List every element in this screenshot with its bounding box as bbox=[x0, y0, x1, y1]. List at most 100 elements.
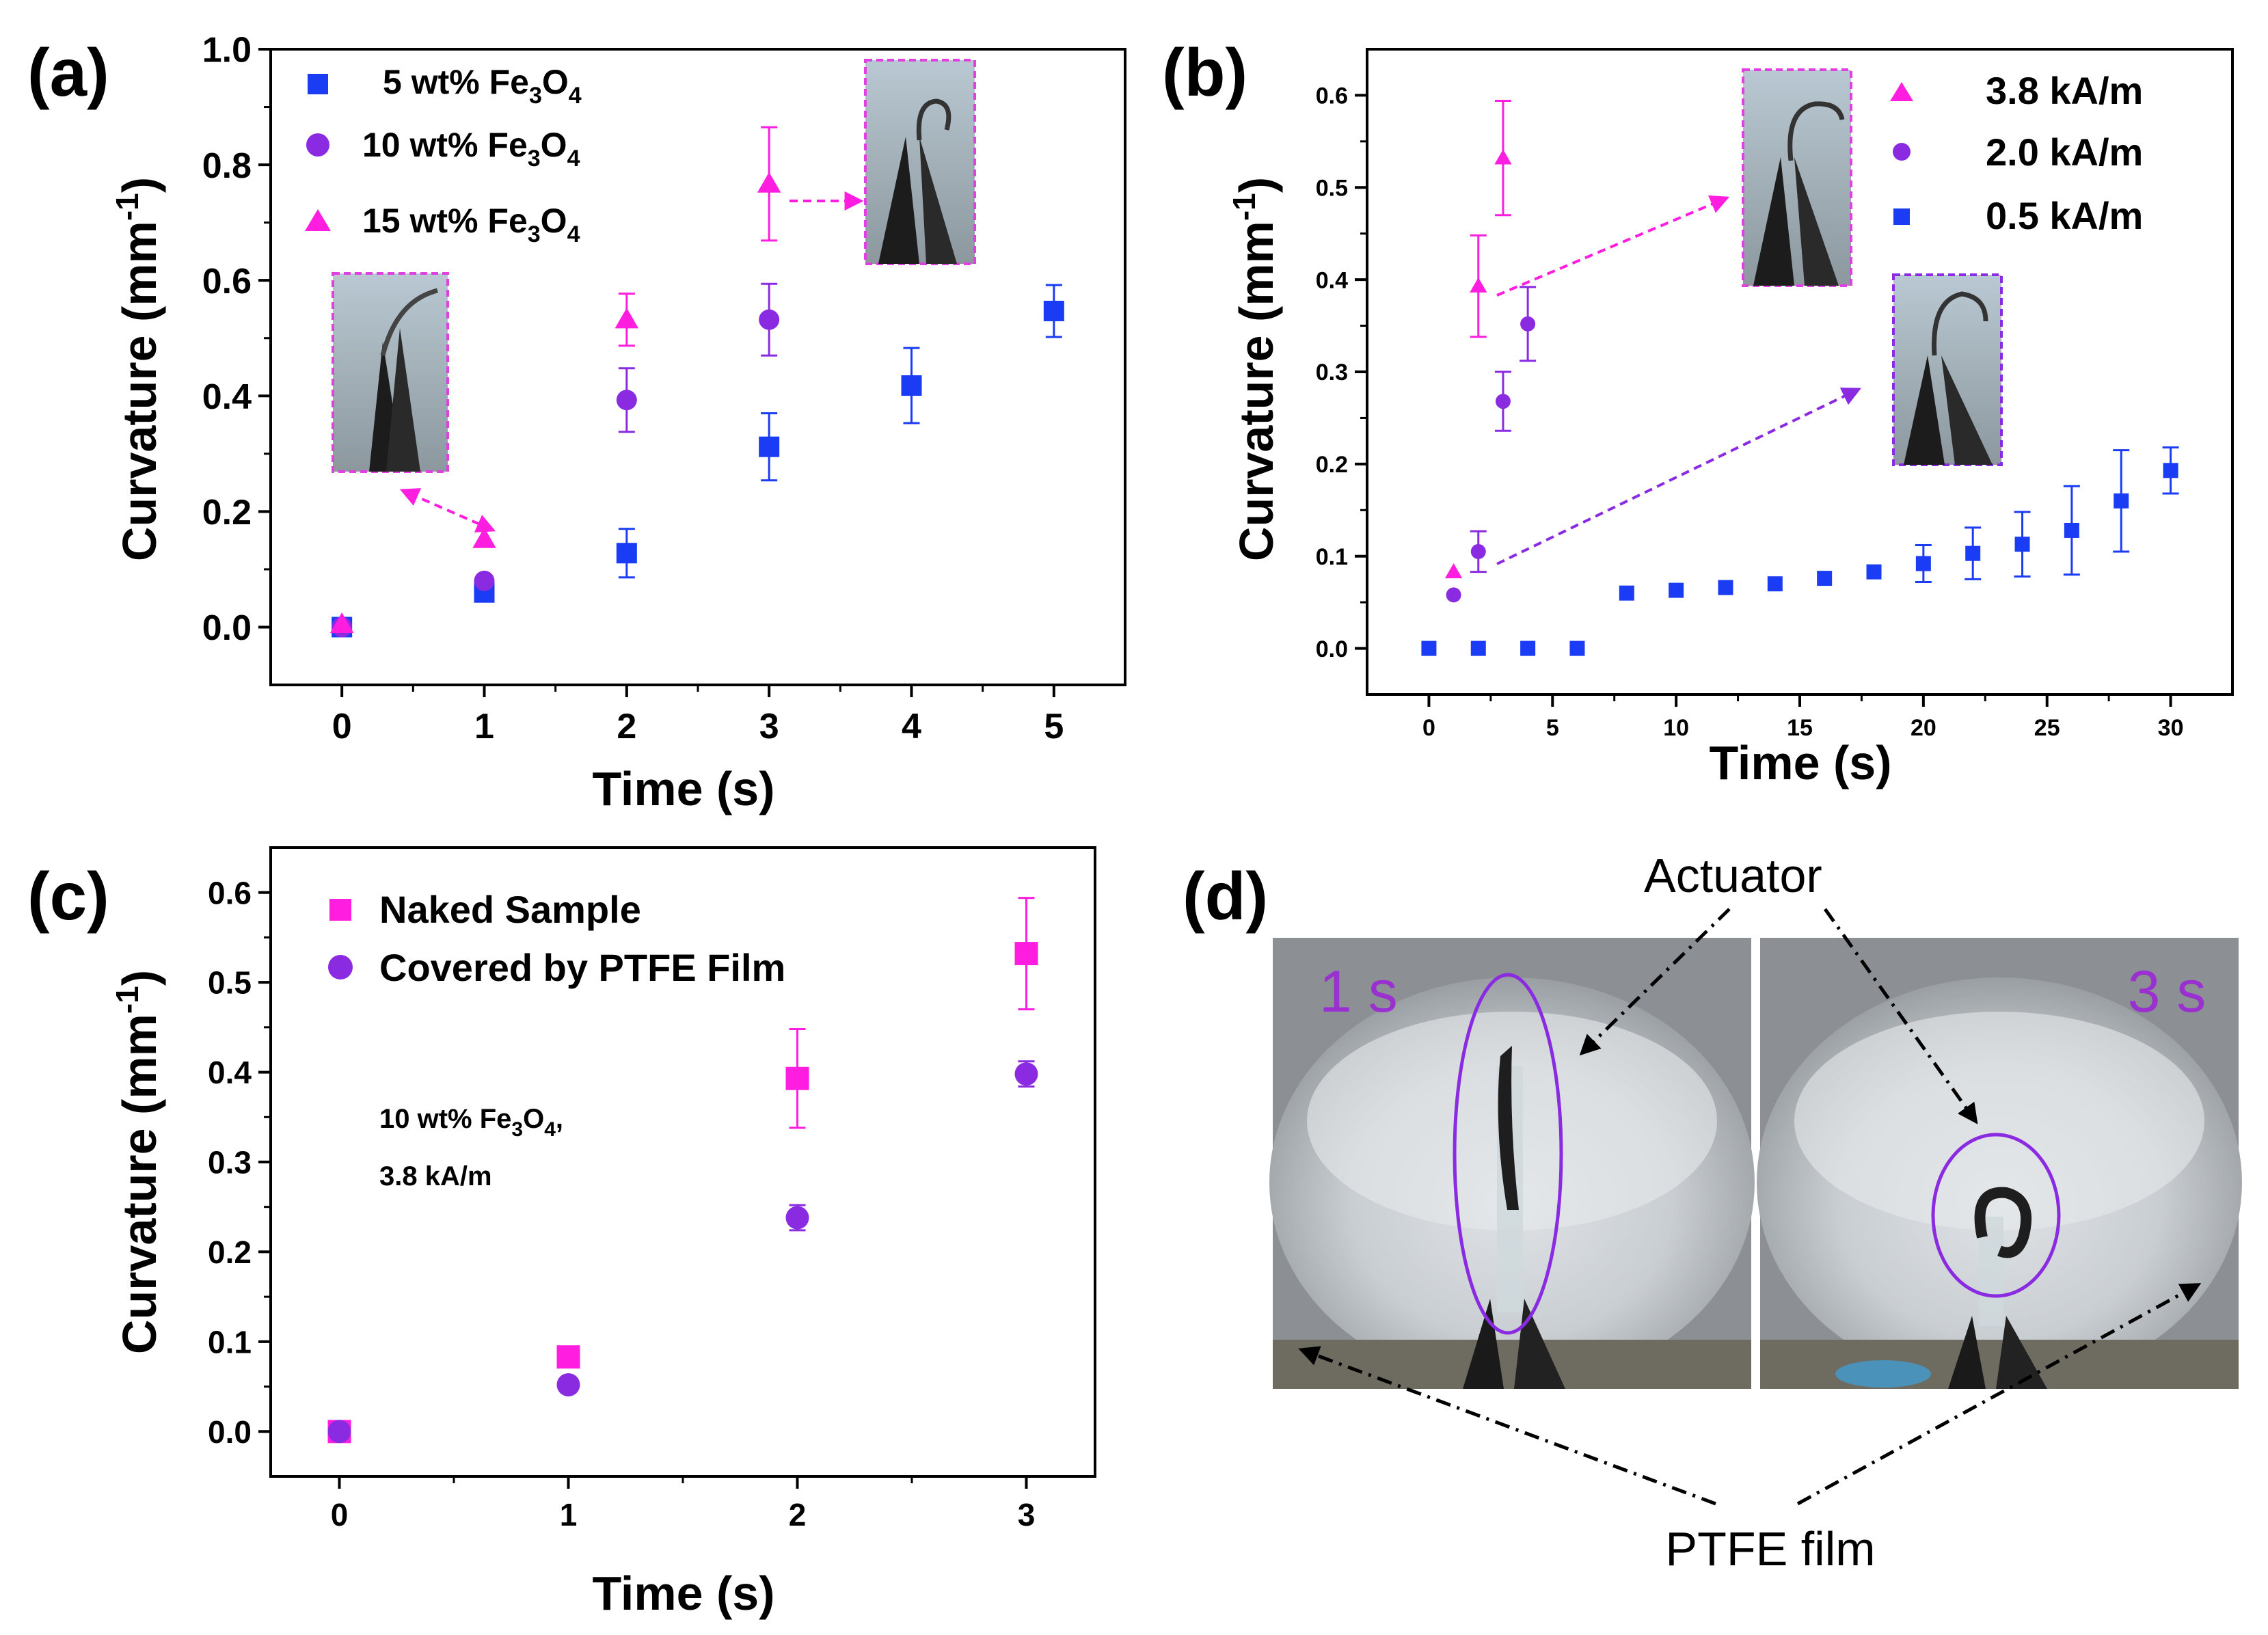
data-point bbox=[1494, 149, 1512, 165]
arrow-a-low bbox=[399, 488, 496, 532]
arrow-ptfe-left bbox=[1298, 1346, 1716, 1506]
y-tick-label: 0.0 bbox=[202, 608, 252, 648]
actuator-label: Actuator bbox=[1644, 849, 1822, 902]
y-tick-label: 0.2 bbox=[202, 493, 252, 532]
panel-b-chart: (b) 0 5 10 15 20 25 30 0.0 0.1 0.2 0.3 0.4 0.5 0.6 Ti… bbox=[1162, 35, 2234, 789]
data-point bbox=[1470, 640, 1486, 656]
legend-c-covered: Covered by PTFE Film bbox=[379, 946, 785, 989]
y-tick-label: 0.6 bbox=[202, 262, 252, 301]
y-tick-label: 0.5 bbox=[208, 965, 252, 1001]
y-tick-label: 0.3 bbox=[1316, 360, 1348, 386]
panel-b-ticks: 0 5 10 15 20 25 30 0.0 0.1 0.2 0.3 0.4 0.5 0.6 bbox=[1316, 83, 2184, 741]
panel-b-data bbox=[1421, 100, 2179, 656]
arrow-ptfe-right bbox=[1796, 1283, 2202, 1506]
x-tick-label: 15 bbox=[1787, 715, 1813, 741]
data-point bbox=[1718, 580, 1733, 595]
legend-b-0.5: 0.5 kA/m bbox=[1986, 194, 2143, 237]
data-point bbox=[2114, 493, 2129, 509]
legend-square-marker bbox=[329, 899, 351, 921]
panel-c-legend: Naked Sample Covered by PTFE Film bbox=[328, 888, 785, 989]
panel-b-ylabel: Curvature (mm-1) bbox=[1226, 177, 1283, 561]
data-point bbox=[1043, 300, 1064, 321]
legend-a-5wt: 5 wt% Fe3O4 bbox=[383, 63, 582, 109]
arrow-actuator-left bbox=[1579, 908, 1731, 1056]
data-point bbox=[327, 1420, 351, 1444]
legend-c-naked: Naked Sample bbox=[379, 888, 641, 931]
panel-c-annotation-line1: 10 wt% Fe3O4, bbox=[379, 1104, 563, 1141]
panel-a-ylabel: Curvature (mm-1) bbox=[109, 177, 166, 561]
y-tick-label: 0.8 bbox=[202, 146, 252, 186]
panel-c-ylabel: Curvature (mm-1) bbox=[109, 970, 166, 1354]
x-tick-label: 3 bbox=[1018, 1497, 1036, 1532]
x-tick-label: 0 bbox=[331, 1497, 349, 1532]
data-point bbox=[1866, 564, 1882, 580]
x-tick-label: 0 bbox=[1422, 715, 1435, 741]
x-tick-label: 5 bbox=[1044, 707, 1064, 746]
y-tick-label: 0.4 bbox=[1316, 267, 1348, 293]
data-point bbox=[785, 1206, 809, 1230]
data-point bbox=[556, 1373, 580, 1396]
data-point bbox=[1520, 640, 1536, 656]
data-point bbox=[1421, 640, 1437, 656]
data-point bbox=[1495, 394, 1511, 409]
data-point bbox=[1014, 942, 1038, 966]
inset-photo-a-low bbox=[332, 272, 449, 473]
data-point bbox=[2163, 463, 2178, 478]
y-tick-label: 0.4 bbox=[208, 1055, 252, 1090]
y-tick-label: 0.5 bbox=[1316, 176, 1348, 202]
x-tick-label: 30 bbox=[2158, 715, 2184, 741]
ptfe-film-label: PTFE film bbox=[1665, 1522, 1875, 1576]
data-point bbox=[1915, 556, 1931, 571]
panel-b-legend: 3.8 kA/m 2.0 kA/m 0.5 kA/m bbox=[1890, 69, 2143, 237]
panel-a-xlabel: Time (s) bbox=[592, 762, 774, 815]
x-tick-label: 20 bbox=[1911, 715, 1936, 741]
data-point bbox=[785, 1066, 809, 1090]
panel-c-data bbox=[327, 897, 1038, 1444]
y-tick-label: 0.4 bbox=[202, 377, 252, 417]
y-tick-label: 1.0 bbox=[202, 31, 252, 70]
legend-triangle-marker bbox=[1890, 82, 1913, 101]
data-point bbox=[1520, 316, 1536, 332]
arrow-b-mid bbox=[1496, 388, 1862, 565]
photo-left: 1 s bbox=[1269, 938, 1755, 1389]
legend-a-15wt: 15 wt% Fe3O4 bbox=[362, 202, 580, 247]
data-point bbox=[1569, 640, 1585, 656]
panel-b-label: (b) bbox=[1162, 35, 1247, 110]
panel-d-photos: (d) Actuator PTFE film 1 s bbox=[1183, 849, 2242, 1576]
legend-b-2.0: 2.0 kA/m bbox=[1986, 131, 2143, 174]
panel-c-chart: (c) 0 1 2 3 0.0 0.1 0.2 0.3 0.4 0.5 0.6 Time (s) C… bbox=[27, 846, 1096, 1620]
panel-c-label: (c) bbox=[27, 859, 109, 934]
data-point bbox=[1965, 545, 1981, 561]
x-tick-label: 4 bbox=[902, 707, 921, 746]
y-tick-label: 0.2 bbox=[1316, 452, 1348, 478]
y-tick-label: 0.3 bbox=[208, 1145, 252, 1180]
x-tick-label: 0 bbox=[332, 707, 352, 746]
arrow-b-high bbox=[1496, 195, 1730, 297]
data-point bbox=[757, 172, 781, 193]
y-tick-label: 0.0 bbox=[1316, 636, 1348, 662]
x-tick-label: 10 bbox=[1663, 715, 1689, 741]
x-tick-label: 2 bbox=[617, 707, 636, 746]
actuator-highlight-right bbox=[1931, 1133, 2061, 1298]
data-point bbox=[1470, 277, 1487, 293]
photo-left-time: 1 s bbox=[1319, 959, 1398, 1025]
panel-c-xlabel: Time (s) bbox=[592, 1567, 774, 1620]
panel-d-label: (d) bbox=[1183, 859, 1268, 934]
data-point bbox=[1619, 585, 1634, 601]
legend-circle-marker bbox=[306, 133, 329, 157]
data-point bbox=[1767, 576, 1783, 592]
panel-a-chart: (a) 0 1 2 3 4 5 0.0 0.2 0.4 0.6 0.8 1.0 Time (s) Cu… bbox=[27, 31, 1126, 815]
inset-photo-a-high bbox=[864, 59, 976, 265]
panel-a-data bbox=[329, 126, 1064, 638]
data-point bbox=[329, 612, 354, 633]
y-tick-label: 0.0 bbox=[208, 1414, 252, 1450]
data-point bbox=[759, 309, 780, 330]
legend-a-10wt: 10 wt% Fe3O4 bbox=[362, 126, 580, 172]
data-point bbox=[1470, 543, 1486, 559]
data-point bbox=[1444, 563, 1463, 578]
inset-photo-b-high bbox=[1742, 68, 1852, 287]
legend-square-marker bbox=[308, 74, 328, 94]
y-tick-label: 0.1 bbox=[1316, 544, 1348, 570]
data-point bbox=[1817, 571, 1833, 586]
